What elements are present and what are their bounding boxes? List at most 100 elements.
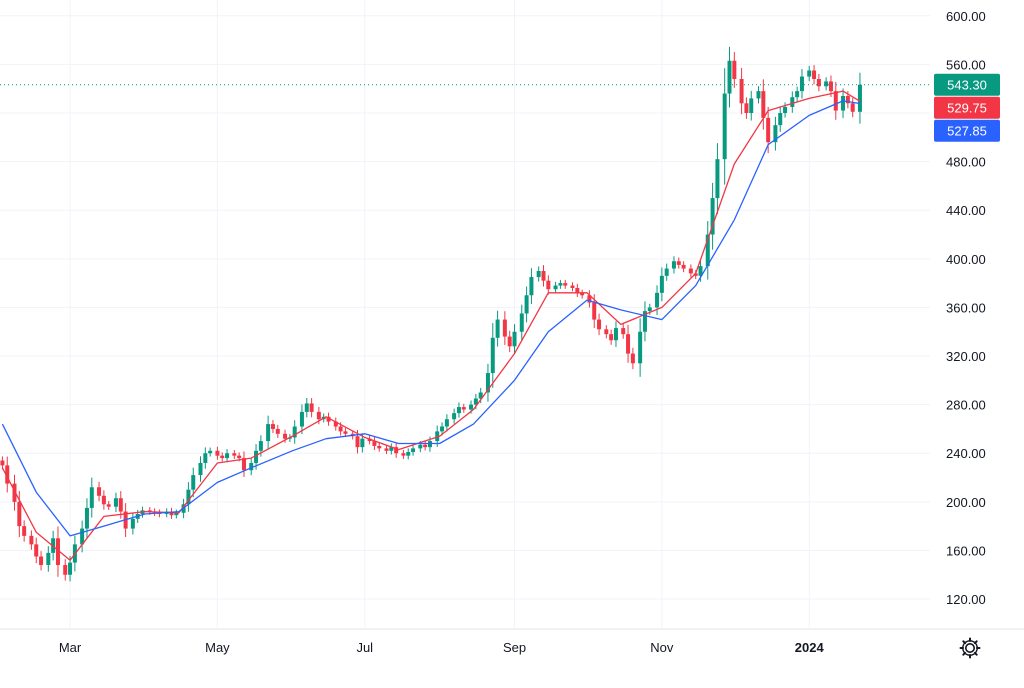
candle xyxy=(456,402,461,418)
price-tag-label: 529.75 xyxy=(947,101,987,116)
candle-body xyxy=(553,285,558,290)
y-tick-label: 360.00 xyxy=(946,300,986,315)
candle xyxy=(621,323,626,339)
candle-body xyxy=(198,462,203,476)
candle xyxy=(676,257,681,269)
candle xyxy=(773,116,778,151)
candle-body xyxy=(444,419,449,427)
candle-body xyxy=(688,268,693,274)
candle xyxy=(812,65,817,85)
candle xyxy=(309,398,314,418)
candle-body xyxy=(275,428,280,434)
grid-horizontal xyxy=(0,15,930,600)
price-axis[interactable]: 120.00 160.00 200.00 240.00 280.00 320.00 360.… xyxy=(946,9,986,607)
price-tag-bg xyxy=(934,73,1000,96)
y-tick-label: 440.00 xyxy=(946,203,986,218)
candle xyxy=(89,477,94,518)
candle xyxy=(384,445,389,455)
candle-body xyxy=(850,103,855,112)
candle xyxy=(304,398,309,418)
candle xyxy=(423,441,428,451)
x-tick-label: Sep xyxy=(503,640,526,655)
candle-body xyxy=(304,403,309,412)
y-tick-label: 240.00 xyxy=(946,446,986,461)
candle-body xyxy=(833,91,838,111)
candle xyxy=(507,330,512,353)
candle xyxy=(795,86,800,102)
candle-body xyxy=(299,411,304,427)
candle-body xyxy=(710,198,715,235)
candle xyxy=(106,500,111,510)
candle-body xyxy=(63,565,68,575)
candle-body xyxy=(664,268,669,276)
candle-body xyxy=(418,444,423,449)
price-tag-bg xyxy=(934,96,1000,119)
candle-body xyxy=(502,319,507,337)
candle-body xyxy=(541,270,546,281)
candle-body xyxy=(604,329,609,335)
candle-body xyxy=(722,93,727,160)
candle xyxy=(130,513,135,535)
candle-body xyxy=(705,234,710,267)
y-tick-label: 280.00 xyxy=(946,398,986,413)
candle-body xyxy=(174,512,179,516)
candle xyxy=(174,509,179,519)
y-tick-label: 480.00 xyxy=(946,155,986,170)
gear-icon[interactable] xyxy=(958,636,982,660)
candle-body xyxy=(270,424,275,429)
candle-body xyxy=(106,504,111,507)
candle-body xyxy=(68,562,73,575)
candle-body xyxy=(693,273,698,276)
candle xyxy=(63,559,68,581)
candle-body xyxy=(360,438,365,448)
candle-body xyxy=(655,292,660,308)
price-tag-bg xyxy=(934,119,1000,142)
candle xyxy=(220,452,225,462)
candle xyxy=(22,520,27,542)
candle-body xyxy=(191,475,196,490)
candle-body xyxy=(401,453,406,456)
candle xyxy=(80,520,85,553)
candle xyxy=(502,311,507,345)
candle xyxy=(411,444,416,456)
moving-average-lines xyxy=(1,90,861,561)
candle xyxy=(225,449,230,463)
y-tick-label: 200.00 xyxy=(946,495,986,510)
candle xyxy=(553,281,558,293)
candle-body xyxy=(355,436,360,448)
candle xyxy=(715,143,720,215)
candle xyxy=(664,263,669,281)
candle xyxy=(841,88,846,119)
candle-body xyxy=(597,319,602,330)
candle-body xyxy=(739,78,744,104)
candle xyxy=(406,448,411,460)
candle xyxy=(29,530,34,550)
candle xyxy=(681,261,686,273)
candle-body xyxy=(394,447,399,454)
candle-body xyxy=(0,460,5,466)
candle xyxy=(524,286,529,323)
candle xyxy=(626,324,631,363)
candle-body xyxy=(338,426,343,432)
candle xyxy=(512,324,517,354)
candle-body xyxy=(84,507,89,529)
candle-body xyxy=(249,462,254,471)
x-tick-label: Mar xyxy=(59,640,82,655)
candle-body xyxy=(118,498,123,512)
candle xyxy=(710,182,715,250)
candle xyxy=(394,442,399,458)
candle xyxy=(377,442,382,452)
candle xyxy=(495,310,500,347)
candle-body xyxy=(283,433,288,439)
candle xyxy=(563,279,568,289)
candle-body xyxy=(478,392,483,399)
time-axis[interactable]: Mar May Jul Sep Nov 2024 xyxy=(59,640,825,655)
price-axis-labels: 543.30 529.75 527.85 xyxy=(934,73,1000,142)
candle-body xyxy=(333,421,338,427)
candle-body xyxy=(766,117,771,143)
candle-body xyxy=(621,328,626,335)
candle xyxy=(541,265,546,287)
candle-body xyxy=(435,431,440,442)
